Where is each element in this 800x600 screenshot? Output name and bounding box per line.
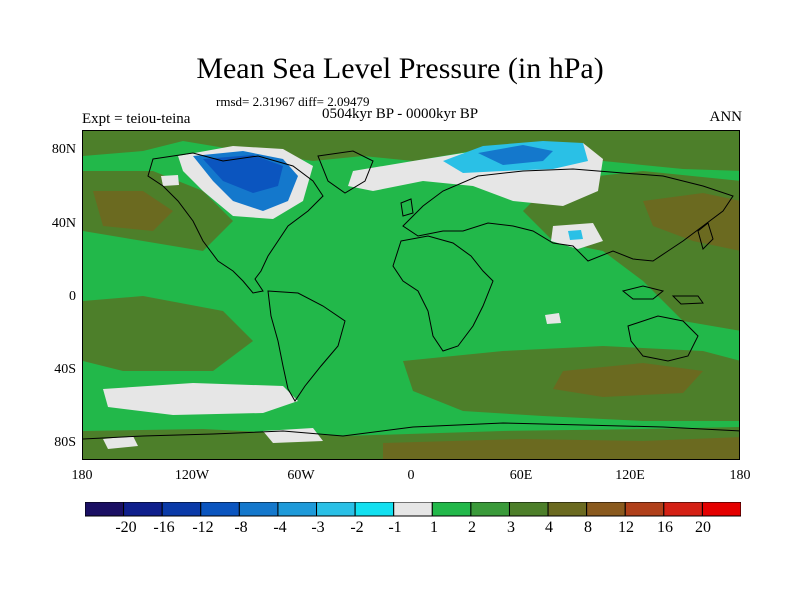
colorbar-cell-9 — [431, 502, 472, 517]
field-brown-antarctic — [383, 437, 739, 459]
colorbar-cell-12 — [547, 502, 588, 517]
colorbar-cell-3 — [200, 502, 240, 517]
field-white-south — [103, 383, 298, 415]
colorbar-cell-4 — [238, 502, 279, 517]
coast-indonesia — [621, 285, 704, 305]
lat-label-80s: 80S — [54, 435, 76, 450]
coast-north-america — [147, 152, 324, 294]
coast-south-america — [267, 290, 346, 402]
coast-eurasia — [402, 168, 734, 262]
field-brown-npac — [93, 191, 173, 231]
lon-label-120e: 120E — [615, 468, 645, 483]
colorbar-cell-10 — [470, 502, 510, 517]
colorbar-cell-5 — [277, 502, 318, 517]
colorbar-label-9: 2 — [468, 519, 476, 536]
map-title: Mean Sea Level Pressure (in hPa) — [196, 52, 604, 85]
coast-africa — [392, 235, 494, 352]
field-deep-blue-na — [203, 155, 283, 193]
field-white-antarctic — [263, 428, 323, 443]
experiment-label: Expt = teiou-teina — [82, 111, 191, 127]
lon-label-120w: 120W — [174, 468, 210, 483]
field-blue-eurasia-core — [478, 145, 553, 165]
colorbar-cell-15 — [663, 502, 703, 517]
field-white-spot — [103, 436, 138, 449]
lon-label-180e: 180 — [729, 468, 751, 483]
colorbar-label-8: 1 — [430, 519, 438, 536]
colorbar-label-5: -3 — [311, 519, 325, 536]
field-olive-arctic — [83, 131, 739, 171]
lat-label-0: 0 — [69, 289, 76, 304]
stats-line: rmsd= 2.31967 diff= 2.09479 — [216, 94, 370, 109]
colorbar-label-15: 20 — [695, 519, 711, 536]
colorbar-label-1: -16 — [153, 519, 175, 536]
colorbar-cell-6 — [316, 502, 356, 517]
field-cyan-tibet — [568, 230, 583, 240]
colorbar-label-10: 3 — [507, 519, 515, 536]
lat-label-40s: 40S — [54, 362, 76, 377]
colorbar-label-11: 4 — [545, 519, 553, 536]
lat-label-80n: 80N — [51, 142, 76, 157]
field-olive-southpacific — [83, 296, 253, 371]
field-brown-sib — [643, 193, 739, 251]
colorbar-label-0: -20 — [115, 519, 137, 536]
colorbar-label-3: -8 — [234, 519, 248, 536]
season-label: ANN — [709, 109, 743, 125]
field-white-indian — [545, 313, 561, 324]
colorbar-cell-8 — [393, 502, 433, 517]
map-field — [83, 131, 739, 459]
field-white-baffin — [161, 175, 179, 186]
colorbar-cell-7 — [354, 502, 395, 517]
lon-label-180w: 180 — [71, 468, 93, 483]
lon-label-60w: 60W — [287, 468, 315, 483]
lon-label-60e: 60E — [509, 468, 533, 483]
lon-label-0: 0 — [407, 468, 415, 483]
colorbar — [85, 502, 741, 517]
coastlines — [83, 150, 739, 440]
colorbar-label-2: -12 — [192, 519, 214, 536]
colorbar-cell-1 — [123, 502, 163, 517]
colorbar-cell-11 — [508, 502, 549, 517]
coast-uk — [400, 198, 414, 217]
colorbar-cell-16 — [701, 502, 741, 517]
colorbar-label-13: 12 — [618, 519, 634, 536]
lat-label-40n: 40N — [51, 216, 76, 231]
period-label: 0504kyr BP - 0000kyr BP — [322, 106, 479, 122]
colorbar-label-14: 16 — [657, 519, 673, 536]
field-brown-south — [553, 363, 703, 397]
coast-japan — [697, 222, 714, 250]
colorbar-cell-2 — [161, 502, 202, 517]
pressure-map — [82, 130, 740, 460]
colorbar-label-6: -2 — [350, 519, 364, 536]
coast-greenland — [317, 150, 374, 194]
colorbar-cell-14 — [624, 502, 665, 517]
coast-australia — [627, 315, 699, 362]
colorbar-label-12: 8 — [584, 519, 592, 536]
coast-antarctica — [83, 422, 739, 440]
colorbar-label-4: -4 — [273, 519, 287, 536]
colorbar-cell-0 — [85, 502, 125, 517]
colorbar-cell-13 — [586, 502, 626, 517]
colorbar-label-7: -1 — [388, 519, 402, 536]
